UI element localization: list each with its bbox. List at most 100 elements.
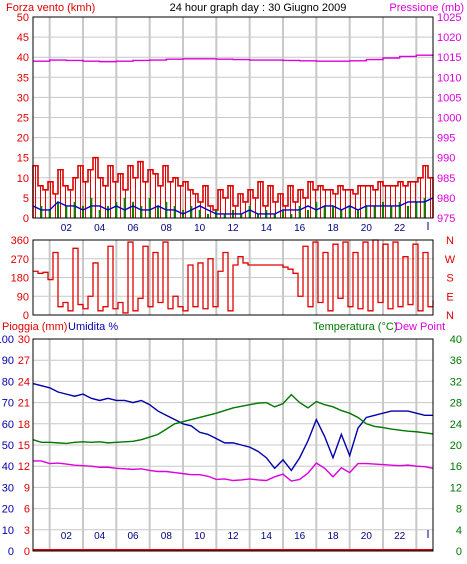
rain-tick-label: 9 [24, 482, 30, 494]
humidity-axis-label: Umidita % [68, 321, 118, 333]
rain-tick-label: 0 [24, 546, 30, 558]
direction-degree-tick: 270 [11, 254, 29, 266]
hour-tick-label: 16 [294, 223, 306, 234]
pressure-tick-label: 1015 [437, 52, 461, 64]
wind-tick-label: 50 [17, 12, 29, 24]
rain-tick-label: 12 [18, 461, 30, 473]
hour-tick-label: 10 [194, 223, 206, 234]
temperature-tick-label: 32 [450, 376, 462, 388]
humidity-tick-label: 10 [2, 525, 14, 537]
compass-tick-label: N [446, 310, 454, 322]
rain-tick-label: 30 [18, 334, 30, 346]
temperature-tick-label: 8 [456, 504, 462, 516]
direction-degree-tick: 90 [17, 291, 29, 303]
hour-tick-label: 14 [261, 531, 273, 542]
humidity-tick-label: 60 [2, 419, 14, 431]
pressure-axis-label: Pressione (mb) [389, 2, 464, 14]
wind-average-line [32, 197, 434, 215]
rain-tick-label: 27 [18, 355, 30, 367]
chart-title: 24 hour graph day : 30 Giugno 2009 [170, 2, 347, 14]
hour-tick-label: 06 [127, 223, 139, 234]
wind-tick-label: 0 [23, 213, 29, 225]
pressure-tick-label: 995 [437, 133, 455, 145]
rain-tick-label: 3 [24, 525, 30, 537]
humidity-tick-label: 0 [8, 546, 14, 558]
temperature-tick-label: 24 [450, 419, 462, 431]
hour-tick-label: 06 [127, 531, 139, 542]
wind-tick-label: 45 [17, 32, 29, 44]
hour-tick-label: 14 [261, 223, 273, 234]
temperature-tick-label: 12 [450, 482, 462, 494]
wind-tick-label: 20 [17, 133, 29, 145]
dew-point-axis-label: Dew Point [395, 321, 445, 333]
hour-tick-label: 12 [227, 531, 239, 542]
temperature-line [32, 393, 434, 445]
dewpoint-line [33, 460, 434, 482]
compass-tick-label: W [445, 254, 456, 266]
humidity-tick-label: 80 [2, 376, 14, 388]
wind-axis-label: Forza vento (kmh) [6, 2, 95, 14]
humidity-tick-label: 50 [2, 440, 14, 452]
pressure-tick-label: 1020 [437, 32, 461, 44]
direction-degree-tick: 180 [11, 273, 29, 285]
grid-layer [33, 17, 433, 551]
rain-tick-label: 21 [18, 398, 30, 410]
pressure-tick-label: 1000 [437, 113, 461, 125]
wind-panel-frame [32, 16, 434, 219]
temperature-tick-label: 28 [450, 398, 462, 410]
hour-tick-label: 22 [394, 531, 406, 542]
rain-tick-label: 15 [18, 440, 30, 452]
hour-tick-label: 08 [161, 223, 173, 234]
direction-panel-frame [32, 239, 434, 316]
hour-tick-label: 20 [361, 531, 373, 542]
wind-direction-line [33, 239, 434, 314]
wind-tick-label: 5 [23, 193, 29, 205]
temperature-tick-label: 0 [456, 546, 462, 558]
hour-tick-label: 12 [227, 223, 239, 234]
humidity-tick-label: 90 [2, 355, 14, 367]
pressure-tick-label: 980 [437, 193, 455, 205]
hour-tick-label: 04 [94, 223, 106, 234]
humidity-tick-label: 40 [2, 461, 14, 473]
temperature-tick-label: 40 [450, 334, 462, 346]
pressure-tick-label: 985 [437, 173, 455, 185]
hour-tick-label: 10 [194, 531, 206, 542]
frame-layer [32, 16, 434, 552]
wind-tick-label: 40 [17, 52, 29, 64]
direction-degree-tick: 360 [11, 235, 29, 247]
humidity-tick-label: 20 [2, 504, 14, 516]
hour-tick-label: 22 [394, 223, 406, 234]
pressure-tick-label: 990 [437, 153, 455, 165]
direction-degree-tick: 0 [23, 310, 29, 322]
wind-tick-label: 30 [17, 92, 29, 104]
temperature-tick-label: 36 [450, 355, 462, 367]
temperature-tick-label: 20 [450, 440, 462, 452]
rain-axis-label: Pioggia (mm) [2, 321, 67, 333]
wind-tick-label: 10 [17, 173, 29, 185]
hour-tick-label: 18 [327, 531, 339, 542]
humidity-tick-label: 30 [2, 482, 14, 494]
data-layer [32, 54, 434, 551]
rain-tick-label: 24 [18, 376, 30, 388]
wind-tick-label: 25 [17, 113, 29, 125]
pressure-tick-label: 1005 [437, 92, 461, 104]
rain-tick-label: 6 [24, 504, 30, 516]
hour-tick-label: 20 [361, 223, 373, 234]
compass-tick-label: N [446, 235, 454, 247]
weather-panel-frame [32, 338, 434, 552]
hour-tick-label: 02 [61, 531, 73, 542]
wind-tick-label: 35 [17, 72, 29, 84]
temperature-tick-label: 4 [456, 525, 462, 537]
hour-tick-label: 04 [94, 531, 106, 542]
humidity-line [32, 382, 433, 472]
temperature-tick-label: 16 [450, 461, 462, 473]
hour-tick-label: 16 [294, 531, 306, 542]
humidity-tick-label: 70 [2, 398, 14, 410]
gust-step-line [32, 156, 434, 218]
temperature-axis-label: Temperatura (°C) [313, 321, 397, 333]
humidity-tick-label: 100 [0, 334, 14, 346]
pressure-tick-label: 1025 [437, 12, 461, 24]
compass-tick-label: E [446, 291, 453, 303]
